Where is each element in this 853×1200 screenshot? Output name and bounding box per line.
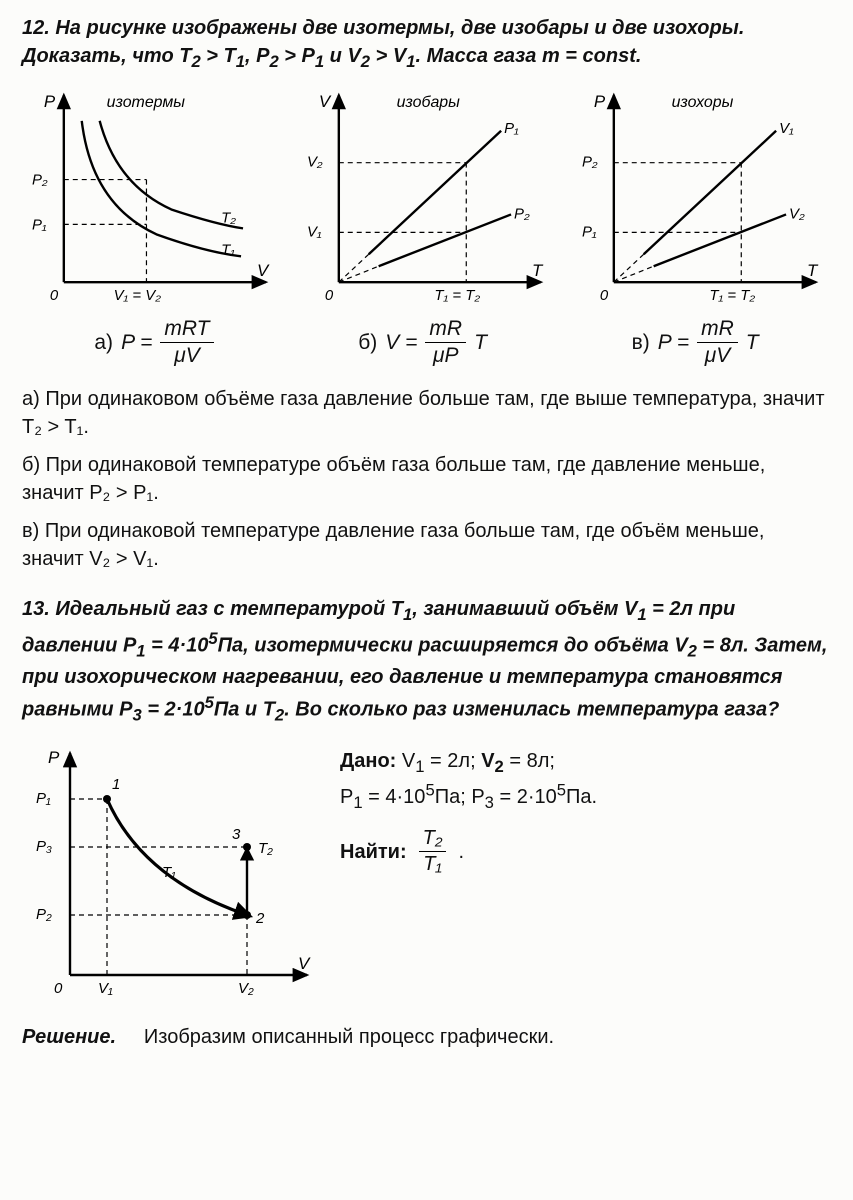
find-block: Найти: T₂ T₁ . (340, 828, 831, 875)
svg-text:0: 0 (600, 287, 609, 304)
svg-text:V₁: V₁ (779, 120, 794, 137)
svg-text:V₁ = V₂: V₁ = V₂ (114, 287, 162, 304)
graph-isobars: V T 0 изобары P₁ P₂ V₂ V₁ T₁ = T₂ (297, 85, 556, 304)
explanation-c: в) При одинаковой температуре давление г… (22, 517, 831, 573)
svg-text:P₂: P₂ (582, 154, 598, 171)
solution-line: Решение. Изобразим описанный процесс гра… (22, 1023, 831, 1051)
svg-text:V: V (257, 261, 270, 280)
svg-text:V: V (319, 92, 332, 111)
svg-text:0: 0 (54, 980, 63, 997)
formula-b-label: б) (358, 328, 377, 357)
graph-isotherms: P V 0 изотермы T₂ T₁ P₂ P₁ V₁ = V₂ (22, 85, 281, 304)
svg-text:T₂: T₂ (221, 210, 236, 227)
svg-text:0: 0 (50, 287, 59, 304)
svg-text:3: 3 (232, 826, 241, 843)
formula-a: а) P = mRT μV (94, 318, 213, 367)
svg-text:0: 0 (325, 287, 334, 304)
formula-b-den: μP (429, 343, 463, 367)
find-label: Найти: (340, 838, 407, 866)
formula-c: в) P = mR μV T (632, 318, 759, 367)
svg-text:P: P (44, 92, 56, 111)
svg-text:P₁: P₁ (36, 790, 51, 807)
graph-isochores: P T 0 изохоры V₁ V₂ P₂ P₁ T₁ = T₂ (572, 85, 831, 304)
find-num: T₂ (419, 828, 447, 852)
svg-text:изобары: изобары (397, 94, 461, 111)
svg-text:P₁: P₁ (32, 217, 47, 234)
svg-text:T: T (807, 261, 819, 280)
svg-text:T₁: T₁ (221, 242, 235, 259)
formula-b-tail: T (474, 328, 487, 357)
formula-a-num: mRT (160, 318, 213, 343)
svg-text:V₂: V₂ (238, 980, 254, 997)
find-dot: . (458, 838, 464, 866)
formula-b: б) V = mR μP T (358, 318, 487, 367)
formula-b-num: mR (425, 318, 466, 343)
explanation-b: б) При одинаковой температуре объём газа… (22, 451, 831, 507)
svg-text:1: 1 (112, 776, 120, 793)
formula-c-tail: T (746, 328, 759, 357)
svg-text:T₁ = T₂: T₁ = T₂ (434, 287, 480, 304)
svg-text:изотермы: изотермы (107, 94, 186, 111)
given-block: Дано: V1 = 2л; V2 = 8л;P1 = 4·105Па; P3 … (340, 747, 831, 814)
problem-12-graphs: P V 0 изотермы T₂ T₁ P₂ P₁ V₁ = V₂ V T 0 (22, 85, 831, 304)
formula-a-lhs: P = (121, 328, 152, 357)
svg-text:T₂: T₂ (258, 840, 273, 857)
svg-text:2: 2 (255, 910, 265, 927)
svg-text:V₁: V₁ (98, 980, 113, 997)
given-label: Дано: (340, 750, 396, 772)
formula-c-num: mR (697, 318, 738, 343)
svg-text:T₁: T₁ (162, 864, 176, 881)
svg-text:P₂: P₂ (514, 206, 530, 223)
svg-text:P₂: P₂ (32, 172, 48, 189)
solution-text: Изобразим описанный процесс графически. (144, 1026, 554, 1048)
svg-text:P: P (594, 92, 606, 111)
solution-label: Решение. (22, 1026, 116, 1048)
formula-c-den: μV (701, 343, 735, 367)
formula-c-label: в) (632, 328, 650, 357)
formula-b-lhs: V = (385, 328, 417, 357)
svg-text:V₁: V₁ (307, 224, 322, 241)
explanation-a: а) При одинаковом объёме газа давление б… (22, 385, 831, 441)
problem-13-title: 13. Идеальный газ с температурой T1, зан… (22, 595, 831, 726)
graph-pv-process: P V 0 1 2 3 T₁ T₂ P₁ P₃ P₂ V₁ (22, 739, 322, 999)
find-den: T₁ (419, 852, 446, 875)
formula-c-lhs: P = (658, 328, 689, 357)
svg-text:T: T (532, 261, 544, 280)
svg-text:V: V (298, 954, 311, 973)
svg-text:P₁: P₁ (582, 224, 597, 241)
problem-12-title: 12. На рисунке изображены две изотермы, … (22, 14, 831, 73)
svg-text:P₃: P₃ (36, 838, 52, 855)
svg-text:P₁: P₁ (504, 120, 519, 137)
svg-text:T₁ = T₂: T₁ = T₂ (710, 287, 756, 304)
formula-a-label: а) (94, 328, 113, 357)
svg-text:P₂: P₂ (36, 906, 52, 923)
problem-12-formulas: а) P = mRT μV б) V = mR μP T в) P = mR μ… (22, 318, 831, 367)
svg-text:V₂: V₂ (307, 154, 323, 171)
formula-a-den: μV (170, 343, 204, 367)
svg-text:изохоры: изохоры (672, 94, 734, 111)
svg-text:V₂: V₂ (789, 206, 805, 223)
svg-text:P: P (48, 748, 60, 767)
